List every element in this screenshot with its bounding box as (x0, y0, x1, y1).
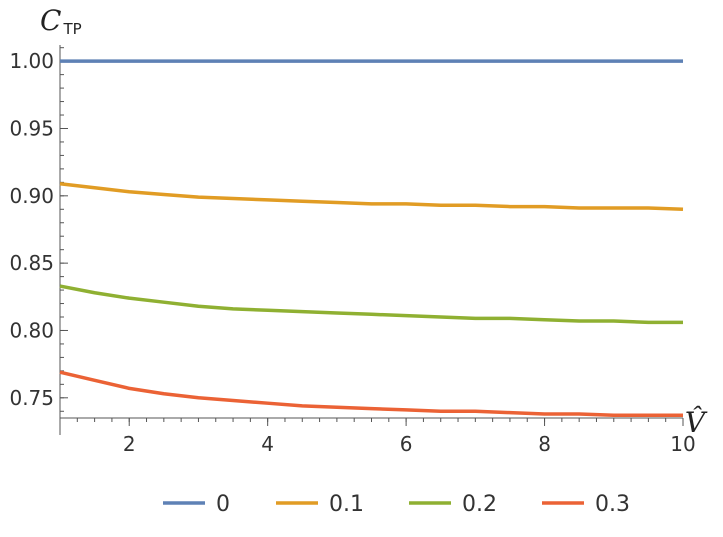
x-tick-label: 4 (261, 432, 274, 456)
series-line-0.2 (59, 284, 683, 325)
y-tick-label: 1.00 (9, 49, 54, 73)
y-axis-label: C TP (40, 4, 82, 38)
legend-label: 0.2 (462, 492, 497, 517)
legend-label: 0.3 (595, 492, 630, 517)
axis-labels: C TP V̂ (40, 4, 708, 439)
y-axis-label-main: C (40, 4, 61, 37)
y-tick-label: 0.75 (9, 386, 54, 410)
x-axis-label: V̂ (685, 406, 708, 439)
y-axis-label-sub: TP (62, 20, 81, 38)
series-layer (59, 59, 684, 418)
legend: 0 0.1 0.2 0.3 (163, 492, 630, 517)
series-line-0.3 (59, 370, 683, 418)
series-line-0.1 (59, 181, 684, 212)
y-tick-label: 0.95 (9, 116, 54, 140)
x-tick-label: 8 (538, 432, 551, 456)
x-tick-label: 6 (400, 432, 413, 456)
x-tick-label: 2 (123, 432, 136, 456)
legend-label: 0.1 (329, 492, 364, 517)
y-tick-label: 0.80 (9, 318, 54, 342)
legend-label: 0 (216, 492, 230, 517)
x-tick-label: 10 (670, 432, 695, 456)
y-tick-label: 0.85 (9, 251, 54, 275)
y-tick-label: 0.90 (9, 184, 54, 208)
axes: 0.75 0.80 0.85 0.90 0.95 1.00 2 4 6 8 10 (9, 45, 696, 456)
